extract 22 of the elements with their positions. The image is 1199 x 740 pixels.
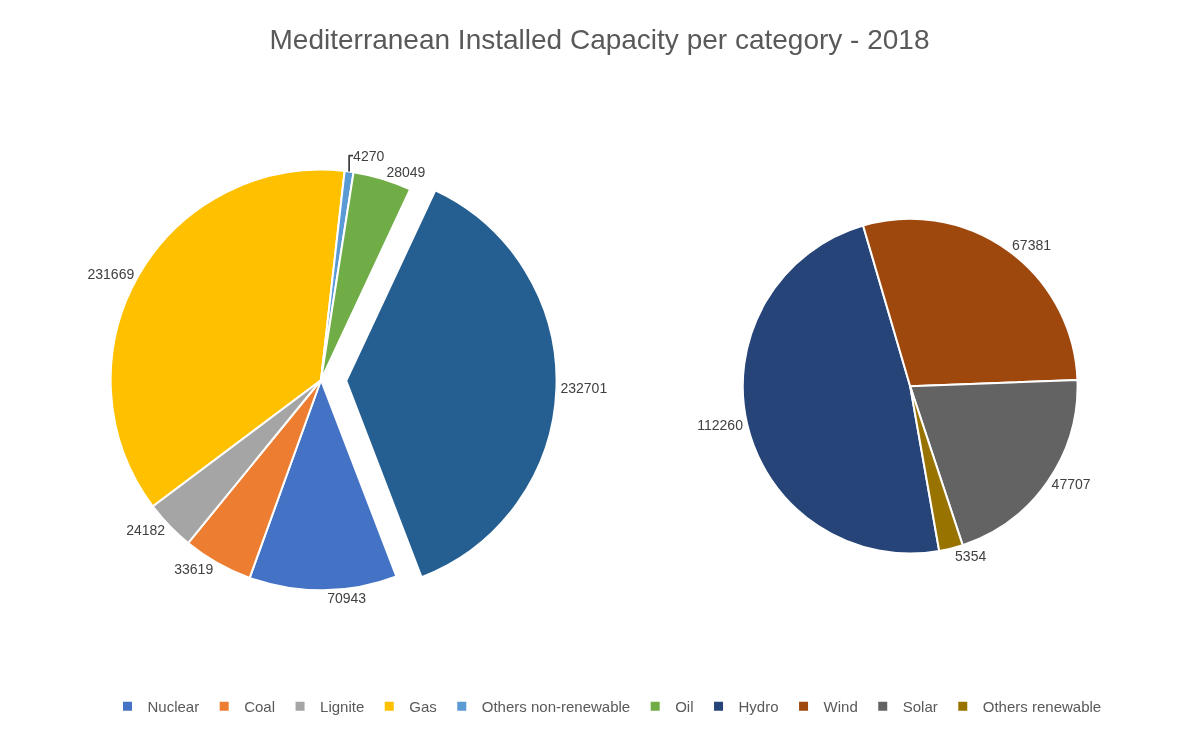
legend-label: Oil bbox=[675, 698, 694, 716]
data-label: 33619 bbox=[174, 561, 214, 578]
data-label: 28049 bbox=[386, 163, 426, 180]
legend-label: Nuclear bbox=[147, 698, 200, 716]
data-label: 47707 bbox=[1051, 476, 1091, 493]
data-label: 112260 bbox=[697, 416, 744, 433]
data-label: 5354 bbox=[955, 548, 987, 565]
data-label: 70943 bbox=[327, 590, 367, 607]
legend-label: Others renewable bbox=[982, 698, 1102, 716]
legend-label: Lignite bbox=[320, 698, 365, 716]
data-label: 67381 bbox=[1012, 237, 1052, 254]
data-label: 231669 bbox=[87, 265, 135, 282]
legend-label: Solar bbox=[902, 698, 938, 716]
legend-label: Hydro bbox=[738, 698, 779, 716]
legend-label: Gas bbox=[409, 698, 437, 716]
chart-title: Mediterranean Installed Capacity per category - 2018 bbox=[269, 24, 930, 56]
data-label: 232701 bbox=[560, 380, 608, 397]
legend-label: Coal bbox=[244, 698, 276, 716]
legend-label: Wind bbox=[823, 698, 858, 716]
legend-label: Others non-renewable bbox=[481, 698, 631, 716]
data-label: 24182 bbox=[126, 521, 166, 538]
data-label: 4270 bbox=[353, 147, 385, 164]
